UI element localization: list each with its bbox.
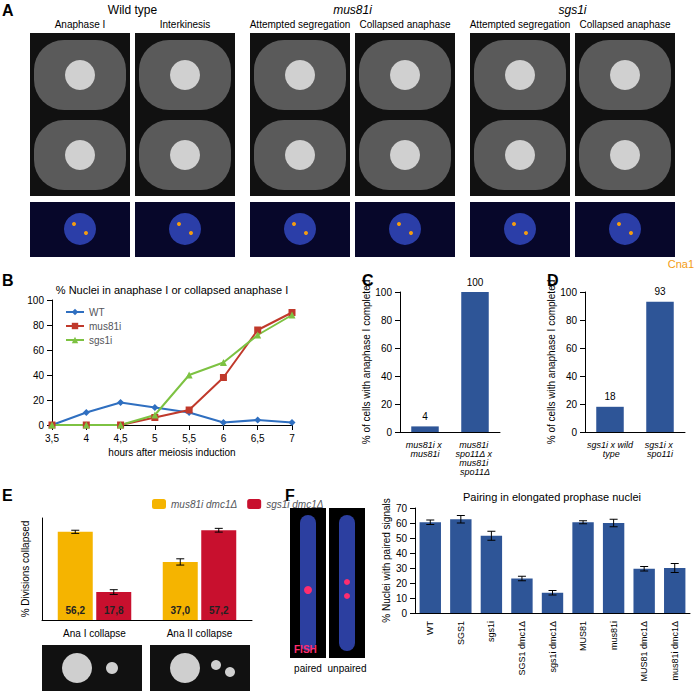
- svg-text:WT: WT: [89, 307, 105, 318]
- svg-text:mus81i: mus81i: [609, 621, 619, 650]
- svg-text:mus81i: mus81i: [459, 457, 491, 468]
- svg-text:spo11i: spo11i: [647, 449, 674, 459]
- svg-text:Collapsed anaphase: Collapsed anaphase: [359, 19, 451, 30]
- svg-text:17,8: 17,8: [104, 605, 124, 616]
- svg-text:Cna1: Cna1: [668, 258, 694, 270]
- svg-text:mus81i x: mus81i x: [405, 439, 445, 450]
- svg-text:Anaphase I: Anaphase I: [55, 19, 106, 30]
- svg-text:70: 70: [396, 503, 408, 514]
- svg-text:Attempted segregation: Attempted segregation: [470, 19, 571, 30]
- svg-text:spo11Δ: spo11Δ: [460, 467, 490, 477]
- svg-text:93: 93: [654, 286, 666, 297]
- svg-text:10: 10: [396, 593, 408, 604]
- svg-text:Collapsed anaphase: Collapsed anaphase: [579, 19, 671, 30]
- svg-text:FISH: FISH: [294, 644, 317, 655]
- svg-text:unpaired: unpaired: [328, 663, 367, 674]
- svg-text:100: 100: [27, 295, 44, 306]
- svg-text:100: 100: [467, 277, 484, 288]
- svg-text:F: F: [285, 487, 295, 504]
- svg-text:20: 20: [566, 399, 578, 410]
- svg-text:spo11Δ x: spo11Δ x: [455, 448, 495, 459]
- svg-text:57,2: 57,2: [209, 605, 229, 616]
- svg-text:mus81i dmc1Δ: mus81i dmc1Δ: [670, 621, 680, 681]
- svg-text:80: 80: [381, 315, 393, 326]
- svg-text:Interkinesis: Interkinesis: [160, 19, 211, 30]
- svg-text:0: 0: [386, 427, 392, 438]
- svg-text:37,0: 37,0: [171, 605, 191, 616]
- svg-text:Ana II collapse: Ana II collapse: [167, 628, 233, 639]
- svg-text:Pairing in elongated prophase: Pairing in elongated prophase nuclei: [463, 491, 641, 503]
- svg-text:60: 60: [33, 345, 45, 356]
- svg-text:100: 100: [560, 287, 577, 298]
- svg-text:30: 30: [396, 563, 408, 574]
- svg-text:0: 0: [571, 427, 577, 438]
- svg-text:Attempted segregation: Attempted segregation: [250, 19, 351, 30]
- svg-text:60: 60: [396, 518, 408, 529]
- svg-text:sgs1i: sgs1i: [558, 3, 586, 17]
- svg-text:MUS81 dmc1Δ: MUS81 dmc1Δ: [639, 621, 649, 682]
- svg-text:56,2: 56,2: [66, 605, 86, 616]
- svg-text:60: 60: [566, 343, 578, 354]
- svg-text:40: 40: [396, 548, 408, 559]
- svg-text:80: 80: [566, 315, 578, 326]
- svg-text:% Divisions collapsed: % Divisions collapsed: [20, 521, 31, 618]
- svg-text:A: A: [2, 2, 14, 19]
- svg-text:40: 40: [381, 371, 393, 382]
- svg-text:20: 20: [33, 395, 45, 406]
- svg-text:sgs1i x: sgs1i x: [644, 439, 676, 450]
- svg-text:D: D: [547, 272, 559, 289]
- svg-text:sgs1i dmc1Δ: sgs1i dmc1Δ: [266, 499, 324, 510]
- svg-text:MUS81: MUS81: [578, 621, 588, 651]
- svg-text:5: 5: [152, 433, 158, 444]
- svg-text:mus81i: mus81i: [333, 3, 372, 17]
- svg-text:C: C: [362, 272, 374, 289]
- svg-text:% of cells with anaphase I com: % of cells with anaphase I completed: [546, 280, 557, 445]
- svg-text:SGS1 dmc1Δ: SGS1 dmc1Δ: [517, 621, 527, 676]
- svg-text:4: 4: [84, 433, 90, 444]
- svg-text:sgs1i: sgs1i: [486, 621, 496, 642]
- svg-text:80: 80: [33, 320, 45, 331]
- svg-text:sgs1i: sgs1i: [89, 335, 112, 346]
- svg-text:sgs1i dmc1Δ: sgs1i dmc1Δ: [548, 621, 558, 673]
- svg-text:SGS1: SGS1: [456, 621, 466, 645]
- svg-text:0: 0: [401, 608, 407, 619]
- svg-text:sgs1i x wild: sgs1i x wild: [587, 439, 633, 450]
- svg-text:100: 100: [375, 287, 392, 298]
- svg-text:mus81i: mus81i: [89, 321, 121, 332]
- svg-text:% of cells with anaphase I com: % of cells with anaphase I completed: [361, 280, 372, 445]
- svg-text:6,5: 6,5: [251, 433, 265, 444]
- svg-text:60: 60: [381, 343, 393, 354]
- svg-text:3,5: 3,5: [45, 433, 59, 444]
- svg-text:E: E: [2, 487, 13, 504]
- svg-text:Ana I collapse: Ana I collapse: [63, 628, 126, 639]
- svg-text:6: 6: [221, 433, 227, 444]
- svg-text:paired: paired: [294, 663, 322, 674]
- svg-text:0: 0: [38, 420, 44, 431]
- svg-text:40: 40: [566, 371, 578, 382]
- svg-text:mus81i dmc1Δ: mus81i dmc1Δ: [171, 499, 237, 510]
- svg-text:4: 4: [422, 411, 428, 422]
- svg-text:20: 20: [396, 578, 408, 589]
- svg-text:B: B: [2, 272, 14, 289]
- svg-text:type: type: [600, 449, 620, 459]
- svg-text:50: 50: [396, 533, 408, 544]
- svg-text:mus81i: mus81i: [410, 449, 440, 459]
- svg-text:18: 18: [604, 391, 616, 402]
- svg-text:20: 20: [381, 399, 393, 410]
- svg-text:mus81i: mus81i: [459, 439, 491, 450]
- svg-text:WT: WT: [425, 621, 435, 635]
- svg-text:5,5: 5,5: [182, 433, 196, 444]
- svg-text:% Nuclei in anaphase I or coll: % Nuclei in anaphase I or collapsed anap…: [56, 284, 288, 296]
- svg-text:% Nuclei with paired signals: % Nuclei with paired signals: [381, 498, 392, 623]
- svg-text:40: 40: [33, 370, 45, 381]
- svg-text:7: 7: [289, 433, 295, 444]
- svg-text:Wild type: Wild type: [108, 3, 158, 17]
- svg-text:4,5: 4,5: [114, 433, 128, 444]
- svg-text:hours after meiosis induction: hours after meiosis induction: [108, 447, 235, 458]
